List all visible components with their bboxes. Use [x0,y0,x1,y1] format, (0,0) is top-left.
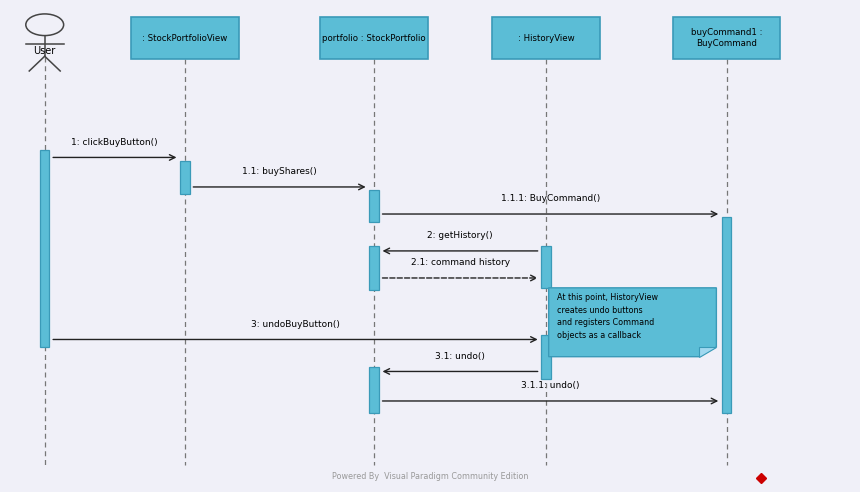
Text: 1: clickBuyButton(): 1: clickBuyButton() [71,138,158,147]
FancyBboxPatch shape [673,17,780,59]
Text: 2.1: command history: 2.1: command history [410,258,510,267]
FancyBboxPatch shape [542,335,551,379]
Text: portfolio : StockPortfolio: portfolio : StockPortfolio [322,33,426,43]
Text: User: User [34,46,56,56]
FancyBboxPatch shape [181,161,189,194]
FancyBboxPatch shape [370,246,378,290]
Text: At this point, HistoryView
creates undo buttons
and registers Command
objects as: At this point, HistoryView creates undo … [557,293,658,340]
FancyBboxPatch shape [370,367,378,413]
FancyBboxPatch shape [370,190,378,222]
Text: : HistoryView: : HistoryView [518,33,574,43]
FancyBboxPatch shape [542,246,551,288]
Polygon shape [699,347,716,357]
Polygon shape [549,288,716,357]
Text: 3.1: undo(): 3.1: undo() [435,352,485,361]
Text: 3: undoBuyButton(): 3: undoBuyButton() [251,320,340,329]
FancyBboxPatch shape [492,17,600,59]
Text: buyCommand1 :
BuyCommand: buyCommand1 : BuyCommand [691,29,763,48]
FancyBboxPatch shape [40,150,49,347]
Text: 2: getHistory(): 2: getHistory() [427,231,493,240]
Text: : StockPortfolioView: : StockPortfolioView [142,33,228,43]
Text: Powered By  Visual Paradigm Community Edition: Powered By Visual Paradigm Community Edi… [332,472,528,481]
FancyBboxPatch shape [320,17,428,59]
FancyBboxPatch shape [131,17,238,59]
Text: 1.1.1: BuyCommand(): 1.1.1: BuyCommand() [501,194,600,203]
Text: 1.1: buyShares(): 1.1: buyShares() [243,167,316,176]
Text: 3.1.1: undo(): 3.1.1: undo() [521,381,580,390]
FancyBboxPatch shape [722,217,731,413]
